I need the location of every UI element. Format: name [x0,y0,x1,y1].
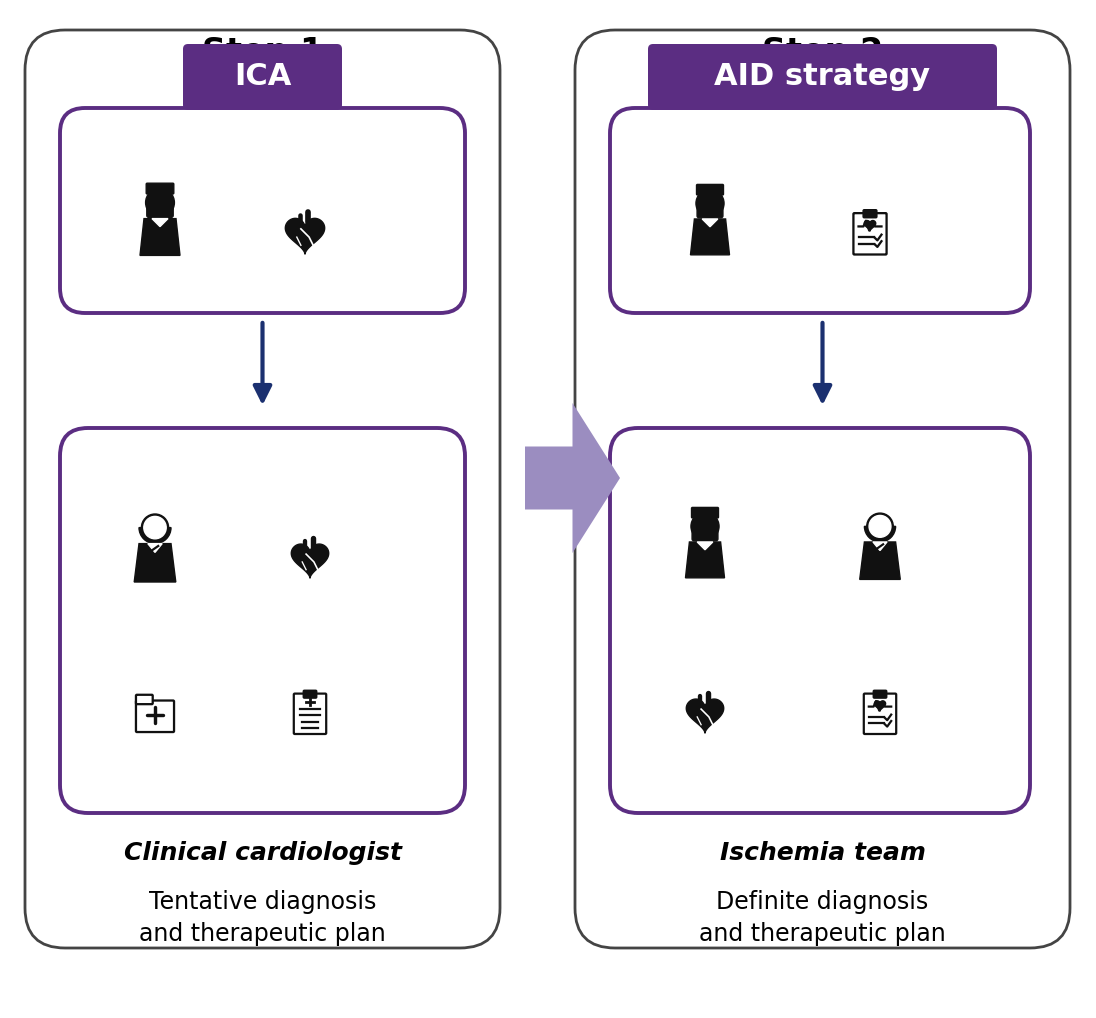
Polygon shape [525,403,620,553]
Polygon shape [134,544,175,582]
Text: Tentative diagnosis
and therapeutic plan: Tentative diagnosis and therapeutic plan [139,890,386,946]
FancyBboxPatch shape [136,694,152,704]
Polygon shape [874,542,887,551]
FancyBboxPatch shape [136,700,174,732]
Polygon shape [152,219,168,227]
FancyBboxPatch shape [697,184,723,195]
Circle shape [696,189,724,218]
FancyBboxPatch shape [854,213,887,254]
FancyBboxPatch shape [610,108,1030,313]
FancyBboxPatch shape [874,690,887,698]
Text: Clinical cardiologist: Clinical cardiologist [124,841,401,865]
FancyBboxPatch shape [697,203,723,218]
FancyBboxPatch shape [610,428,1030,813]
Text: Step 2: Step 2 [762,37,883,69]
Polygon shape [875,700,886,711]
Polygon shape [685,542,724,578]
Circle shape [146,188,174,217]
Wedge shape [139,527,171,544]
FancyBboxPatch shape [25,30,500,948]
FancyBboxPatch shape [294,693,327,734]
FancyBboxPatch shape [146,183,174,194]
FancyBboxPatch shape [60,428,465,813]
Polygon shape [686,699,723,733]
FancyBboxPatch shape [692,507,719,518]
FancyBboxPatch shape [575,30,1070,948]
Circle shape [869,515,891,538]
Polygon shape [697,542,712,550]
FancyBboxPatch shape [60,108,465,313]
Wedge shape [865,526,895,542]
Circle shape [867,513,893,540]
Polygon shape [703,219,718,227]
Text: AID strategy: AID strategy [715,62,931,91]
Polygon shape [285,218,324,253]
Circle shape [141,514,169,542]
Text: Step 1: Step 1 [202,37,323,69]
Polygon shape [148,544,162,553]
FancyBboxPatch shape [648,44,997,110]
FancyBboxPatch shape [147,203,173,218]
Circle shape [690,512,719,541]
Polygon shape [690,219,730,254]
Text: Definite diagnosis
and therapeutic plan: Definite diagnosis and therapeutic plan [699,890,946,946]
Polygon shape [859,542,900,579]
Polygon shape [865,221,876,231]
FancyBboxPatch shape [304,690,317,698]
Circle shape [144,516,167,539]
Text: Ischemia team: Ischemia team [720,841,925,865]
Polygon shape [292,544,329,578]
Polygon shape [140,219,180,256]
Text: ICA: ICA [233,62,292,91]
FancyBboxPatch shape [864,210,877,218]
FancyBboxPatch shape [864,693,897,734]
FancyBboxPatch shape [692,526,718,541]
FancyBboxPatch shape [183,44,342,110]
